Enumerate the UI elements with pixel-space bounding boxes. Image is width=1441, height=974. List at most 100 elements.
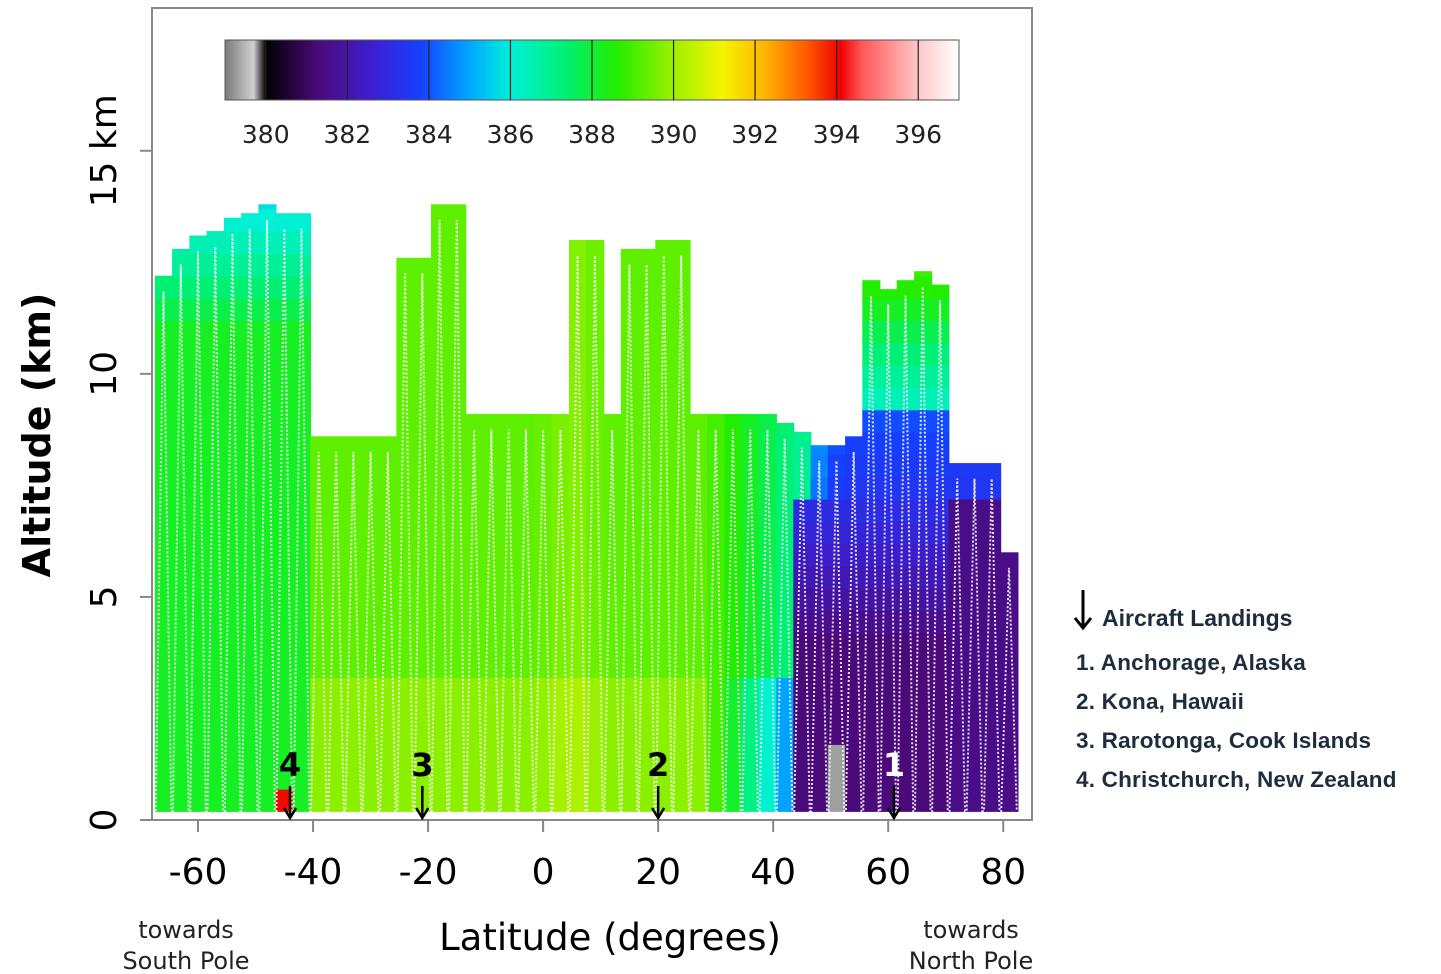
co2-cell xyxy=(569,320,588,344)
co2-cell xyxy=(551,521,570,545)
legend-item-kona: 2. Kona, Hawaii xyxy=(1076,689,1245,714)
co2-cell xyxy=(431,342,450,366)
co2-cell xyxy=(172,766,191,790)
co2-cell xyxy=(172,610,191,634)
co2-cell xyxy=(758,521,777,545)
co2-cell xyxy=(431,409,450,433)
co2-cell xyxy=(931,766,950,790)
co2-cell xyxy=(275,721,294,745)
co2-cell xyxy=(275,298,294,322)
co2-cell xyxy=(931,677,950,701)
co2-cell xyxy=(172,431,191,455)
co2-cell xyxy=(914,744,933,768)
co2-cell xyxy=(896,766,915,790)
co2-cell xyxy=(741,414,760,433)
co2-cell xyxy=(396,454,415,478)
co2-cell xyxy=(465,632,484,656)
colorbar-tick-label-392: 392 xyxy=(731,120,779,149)
co2-cell xyxy=(983,632,1002,656)
co2-cell xyxy=(396,364,415,388)
co2-cell xyxy=(448,498,467,522)
co2-cell xyxy=(551,744,570,768)
co2-cell xyxy=(569,654,588,678)
co2-cell xyxy=(551,610,570,634)
co2-cell xyxy=(327,699,346,723)
co2-cell xyxy=(879,565,898,589)
co2-cell xyxy=(413,588,432,612)
co2-cell xyxy=(672,744,691,768)
co2-cell xyxy=(914,342,933,366)
north-pole-note-line1: towards xyxy=(923,916,1019,944)
co2-cell xyxy=(413,387,432,411)
co2-cell xyxy=(603,565,622,589)
co2-cell xyxy=(344,454,363,478)
co2-cell xyxy=(379,588,398,612)
co2-cell xyxy=(586,476,605,500)
colorbar-tick-label-380: 380 xyxy=(242,120,290,149)
co2-cell xyxy=(413,498,432,522)
co2-cell xyxy=(931,788,950,812)
co2-cell xyxy=(275,476,294,500)
co2-cell xyxy=(241,565,260,589)
co2-cell xyxy=(344,744,363,768)
co2-cell xyxy=(931,284,950,299)
co2-cell xyxy=(223,498,242,522)
co2-cell xyxy=(569,387,588,411)
co2-cell xyxy=(1000,766,1019,790)
co2-cell xyxy=(275,766,294,790)
co2-cell xyxy=(620,387,639,411)
co2-cell xyxy=(655,320,674,344)
co2-cell xyxy=(586,498,605,522)
co2-cell xyxy=(482,766,501,790)
co2-cell xyxy=(620,654,639,678)
co2-cell xyxy=(827,445,846,455)
co2-cell xyxy=(344,699,363,723)
co2-cell xyxy=(603,454,622,478)
co2-cell xyxy=(827,788,846,812)
co2-cell xyxy=(431,498,450,522)
co2-cell xyxy=(586,364,605,388)
co2-cell xyxy=(258,677,277,701)
co2-cell xyxy=(551,476,570,500)
co2-cell xyxy=(620,543,639,567)
co2-cell xyxy=(344,632,363,656)
co2-cell xyxy=(672,387,691,411)
co2-cell xyxy=(534,721,553,745)
co2-cell xyxy=(206,231,225,255)
co2-cell xyxy=(396,588,415,612)
co2-cell xyxy=(154,275,173,299)
co2-cell xyxy=(689,414,708,433)
co2-cell xyxy=(361,543,380,567)
co2-cell xyxy=(258,476,277,500)
co2-cell xyxy=(914,271,933,277)
co2-cell xyxy=(344,436,363,455)
co2-cell xyxy=(1000,744,1019,768)
co2-cell xyxy=(500,588,519,612)
co2-cell xyxy=(396,498,415,522)
landing-markers: 4 3 2 1 xyxy=(279,746,905,821)
co2-cell xyxy=(827,543,846,567)
colorbar-tick-label-396: 396 xyxy=(894,120,942,149)
co2-cell xyxy=(620,788,639,812)
co2-cell xyxy=(689,699,708,723)
co2-cell xyxy=(741,610,760,634)
landing-marker-3: 3 xyxy=(411,746,433,821)
co2-cell xyxy=(689,677,708,701)
co2-cell xyxy=(275,409,294,433)
co2-cell xyxy=(724,543,743,567)
co2-cell xyxy=(223,588,242,612)
co2-cell xyxy=(827,632,846,656)
co2-cell xyxy=(862,610,881,634)
co2-cell xyxy=(189,632,208,656)
co2-cell xyxy=(1000,788,1019,812)
co2-cell xyxy=(638,654,657,678)
co2-cell xyxy=(586,240,605,255)
co2-cell xyxy=(914,721,933,745)
co2-cell xyxy=(534,610,553,634)
co2-cell xyxy=(672,677,691,701)
co2-cell xyxy=(707,632,726,656)
co2-cell xyxy=(154,387,173,411)
co2-cell xyxy=(396,766,415,790)
co2-cell xyxy=(154,565,173,589)
profile-column xyxy=(327,436,346,812)
